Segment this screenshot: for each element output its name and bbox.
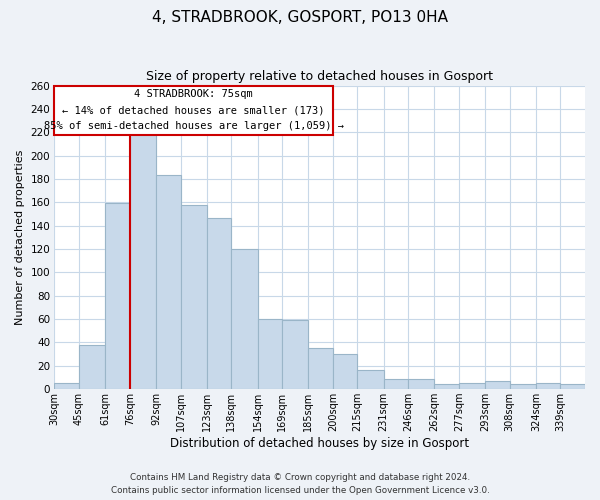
Bar	[408, 378, 434, 389]
Bar	[181, 204, 207, 389]
Bar	[509, 384, 536, 389]
Bar	[434, 384, 459, 389]
Bar	[105, 204, 130, 389]
Bar	[383, 378, 408, 389]
Bar	[55, 384, 79, 389]
Bar	[207, 218, 232, 389]
Bar	[257, 319, 282, 389]
Bar	[156, 176, 181, 389]
Title: Size of property relative to detached houses in Gosport: Size of property relative to detached ho…	[146, 70, 493, 83]
Bar	[308, 348, 333, 389]
Text: 4 STRADBROOK: 75sqm
← 14% of detached houses are smaller (173)
85% of semi-detac: 4 STRADBROOK: 75sqm ← 14% of detached ho…	[44, 90, 344, 130]
Bar	[130, 134, 156, 389]
Bar	[79, 345, 105, 389]
FancyBboxPatch shape	[55, 86, 333, 134]
Y-axis label: Number of detached properties: Number of detached properties	[15, 150, 25, 325]
X-axis label: Distribution of detached houses by size in Gosport: Distribution of detached houses by size …	[170, 437, 469, 450]
Bar	[358, 370, 383, 389]
Bar	[485, 381, 509, 389]
Bar	[232, 249, 257, 389]
Bar	[536, 384, 560, 389]
Text: Contains HM Land Registry data © Crown copyright and database right 2024.
Contai: Contains HM Land Registry data © Crown c…	[110, 473, 490, 495]
Text: 4, STRADBROOK, GOSPORT, PO13 0HA: 4, STRADBROOK, GOSPORT, PO13 0HA	[152, 10, 448, 25]
Bar	[333, 354, 358, 389]
Bar	[459, 384, 485, 389]
Bar	[282, 320, 308, 389]
Bar	[560, 384, 585, 389]
